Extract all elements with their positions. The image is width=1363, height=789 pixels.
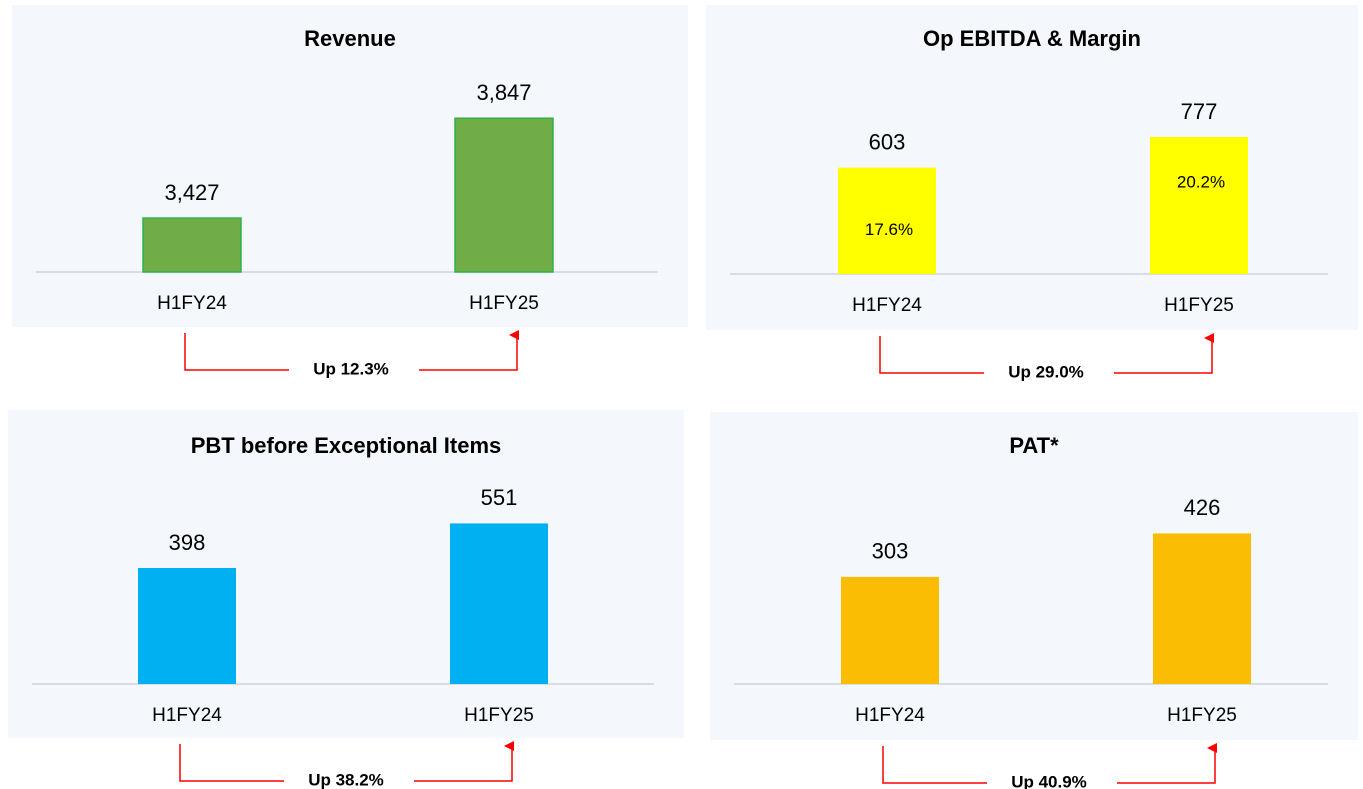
chart-title: Op EBITDA & Margin <box>923 26 1141 51</box>
margin-label: 20.2% <box>1177 172 1225 191</box>
connector-arrow <box>1117 743 1217 784</box>
x-tick-label: H1FY25 <box>1164 295 1234 316</box>
growth-label: Up 40.9% <box>1011 772 1087 789</box>
x-tick-label: H1FY25 <box>1167 705 1237 726</box>
panel <box>12 5 688 327</box>
bar <box>138 568 236 684</box>
x-tick-label: H1FY24 <box>157 293 227 314</box>
chart-title: PAT* <box>1009 433 1059 458</box>
x-tick-label: H1FY24 <box>152 705 222 726</box>
x-tick-label: H1FY25 <box>464 705 534 726</box>
value-label: 426 <box>1184 495 1221 520</box>
x-tick-label: H1FY25 <box>469 293 539 314</box>
growth-label: Up 29.0% <box>1008 362 1084 381</box>
value-label: 303 <box>872 539 909 564</box>
panel <box>706 5 1358 330</box>
connector-arrow <box>414 741 514 782</box>
x-tick-label: H1FY24 <box>852 295 922 316</box>
value-label: 398 <box>169 530 206 555</box>
value-label: 3,427 <box>164 180 219 205</box>
value-label: 551 <box>481 485 518 510</box>
chart-title: Revenue <box>304 26 396 51</box>
connector <box>184 333 289 371</box>
growth-label: Up 38.2% <box>308 770 384 789</box>
connector <box>879 336 984 374</box>
growth-label: Up 12.3% <box>313 359 389 378</box>
panel <box>8 410 684 738</box>
connector <box>882 746 987 784</box>
bar <box>1150 136 1248 274</box>
connector-arrow <box>1114 333 1214 374</box>
connector-arrow <box>419 330 519 371</box>
bar <box>838 167 936 274</box>
value-label: 777 <box>1181 99 1218 124</box>
connector <box>179 744 284 782</box>
bar <box>841 576 939 684</box>
chart-title: PBT before Exceptional Items <box>191 433 502 458</box>
bar <box>142 217 242 273</box>
bar <box>450 523 548 684</box>
panel <box>710 412 1358 740</box>
x-tick-label: H1FY24 <box>855 705 925 726</box>
bar <box>1153 533 1251 684</box>
margin-label: 17.6% <box>865 220 913 239</box>
value-label: 3,847 <box>476 80 531 105</box>
value-label: 603 <box>869 129 906 154</box>
bar <box>454 117 554 273</box>
